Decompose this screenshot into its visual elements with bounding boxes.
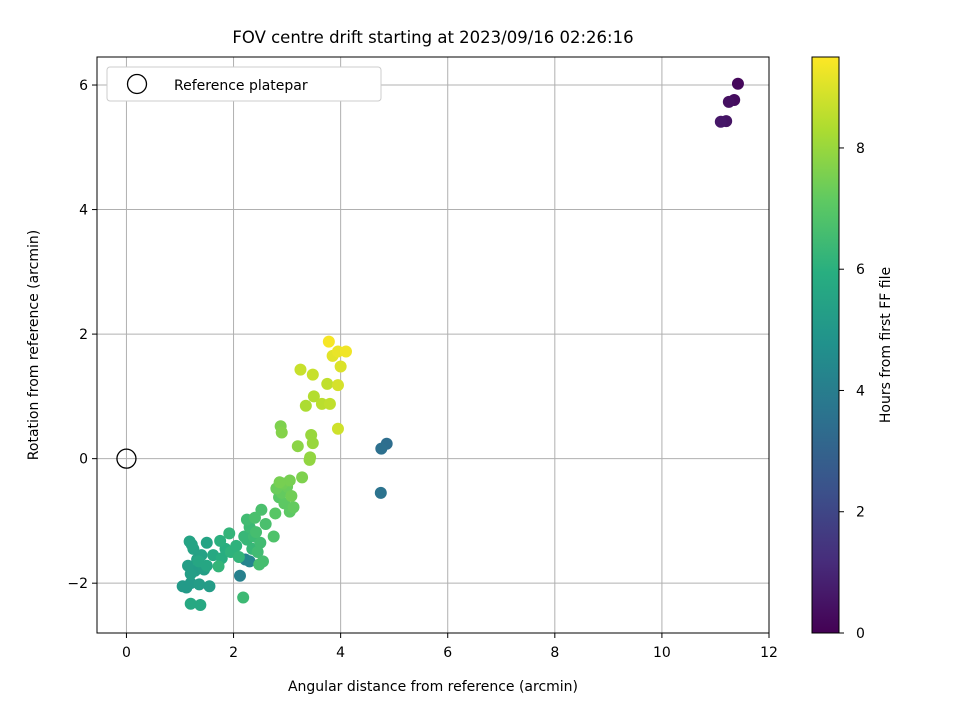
data-point	[194, 598, 207, 611]
x-tick-label: 12	[760, 645, 778, 661]
colorbar-tick-label: 8	[856, 141, 865, 157]
data-point	[238, 530, 251, 543]
data-point	[331, 379, 344, 392]
plot-frame	[96, 56, 770, 634]
data-point	[287, 501, 300, 514]
colorbar-label: Hours from first FF file	[878, 267, 894, 423]
colorbar-tick-label: 2	[856, 505, 865, 521]
data-point	[714, 115, 727, 128]
data-point	[275, 426, 288, 439]
x-axis-label: Angular distance from reference (arcmin)	[288, 679, 578, 695]
x-axis-ticks: 0 2 4 6 8 10 12	[122, 633, 778, 661]
y-tick-label: 2	[79, 327, 88, 343]
data-point	[303, 453, 316, 466]
chart-title: FOV centre drift starting at 2023/09/16 …	[232, 28, 633, 47]
y-tick-label: 4	[79, 203, 88, 219]
legend[interactable]: Reference platepar	[106, 66, 382, 102]
data-point	[232, 551, 245, 564]
data-points	[176, 77, 744, 611]
data-point	[321, 377, 334, 390]
data-point	[255, 503, 268, 516]
colorbar-tick-label: 4	[856, 383, 865, 399]
data-point	[184, 597, 197, 610]
data-point	[307, 390, 320, 403]
data-point	[291, 440, 304, 453]
x-tick-label: 2	[229, 645, 238, 661]
legend-entry-label: Reference platepar	[174, 78, 308, 94]
data-point	[374, 486, 387, 499]
data-point	[331, 422, 344, 435]
data-point	[254, 536, 267, 549]
data-point	[323, 397, 336, 410]
colorbar-tick-label: 0	[856, 626, 865, 642]
data-point	[203, 580, 216, 593]
data-point	[243, 555, 256, 568]
colorbar-ticks: 0 2 4 6 8	[839, 141, 865, 642]
data-point	[233, 569, 246, 582]
data-point	[200, 536, 213, 549]
data-point	[212, 560, 225, 573]
legend-marker-icon	[126, 73, 148, 95]
data-point	[294, 363, 307, 376]
x-tick-label: 8	[550, 645, 559, 661]
data-point	[248, 511, 261, 524]
colorbar-gradient	[811, 56, 840, 634]
data-point	[259, 518, 272, 531]
data-point	[230, 539, 243, 552]
data-point	[722, 95, 735, 108]
data-point	[267, 530, 280, 543]
data-point	[285, 490, 298, 503]
x-tick-label: 0	[122, 645, 131, 661]
x-tick-label: 6	[443, 645, 452, 661]
data-point	[375, 442, 388, 455]
data-point	[334, 360, 347, 373]
y-tick-label: 0	[79, 452, 88, 468]
data-point	[193, 578, 206, 591]
y-axis-label: Rotation from reference (arcmin)	[26, 230, 42, 460]
data-point	[306, 437, 319, 450]
x-tick-label: 10	[653, 645, 671, 661]
y-axis-ticks: −2 0 2 4 6	[67, 78, 97, 592]
data-point	[214, 534, 227, 547]
data-point	[299, 399, 312, 412]
data-point	[237, 591, 250, 604]
data-point	[731, 77, 744, 90]
data-point	[223, 527, 236, 540]
data-point	[306, 368, 319, 381]
data-point	[251, 546, 264, 559]
data-point	[273, 476, 286, 489]
colorbar-tick-label: 6	[856, 262, 865, 278]
data-point	[253, 558, 266, 571]
reference-platepar-marker	[116, 448, 137, 469]
data-point	[184, 567, 197, 580]
x-tick-label: 4	[336, 645, 345, 661]
data-point	[250, 526, 263, 539]
data-point	[200, 559, 213, 572]
data-point	[322, 335, 335, 348]
data-point	[283, 474, 296, 487]
data-point	[185, 538, 198, 551]
data-point	[296, 471, 309, 484]
data-point	[269, 507, 282, 520]
data-point	[339, 345, 352, 358]
legend-box	[106, 66, 382, 102]
colorbar: 0 2 4 6 8 Hours from first FF file	[811, 56, 894, 642]
y-tick-label: 6	[79, 78, 88, 94]
y-tick-label: −2	[67, 576, 88, 592]
